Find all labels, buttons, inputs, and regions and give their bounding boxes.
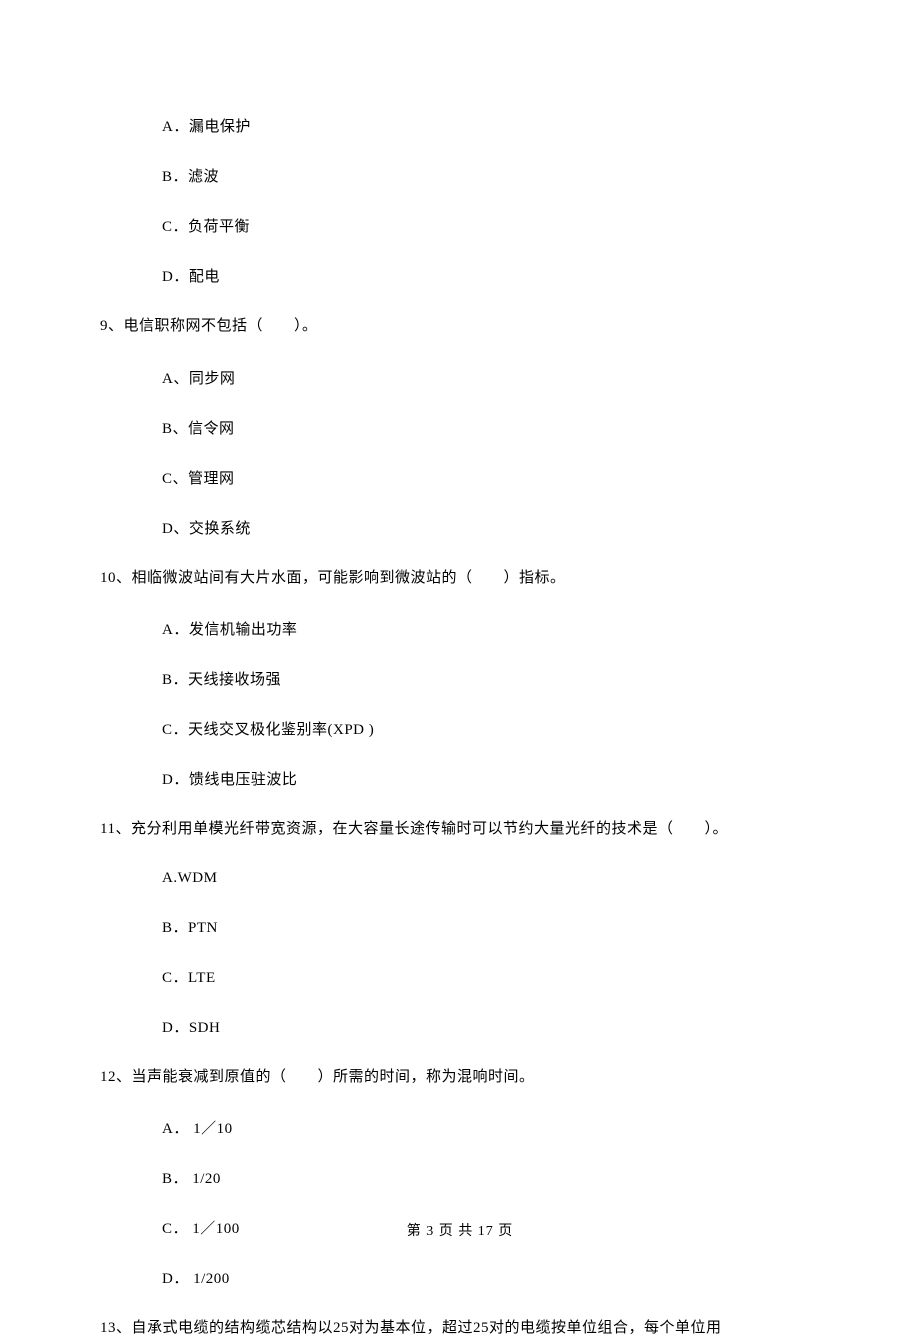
q9-text: 9、电信职称网不包括（ ）。 (100, 315, 820, 338)
q11-option-d: D．SDH (162, 1016, 820, 1037)
q10-option-c: C．天线交叉极化鉴别率(XPD ) (162, 718, 820, 739)
q10-option-a: A．发信机输出功率 (162, 618, 820, 639)
q11-option-b: B．PTN (162, 916, 820, 937)
q10-option-b: B．天线接收场强 (162, 668, 820, 689)
q9-option-a: A、同步网 (162, 367, 820, 388)
page-content: A．漏电保护 B．滤波 C．负荷平衡 D．配电 9、电信职称网不包括（ ）。 A… (0, 0, 920, 1340)
q9-option-c: C、管理网 (162, 467, 820, 488)
q8-option-a: A．漏电保护 (162, 115, 820, 136)
q11-text: 11、充分利用单模光纤带宽资源，在大容量长途传输时可以节约大量光纤的技术是（ ）… (100, 818, 820, 841)
q11-option-a: A.WDM (162, 870, 820, 887)
page-footer: 第 3 页 共 17 页 (0, 1220, 920, 1240)
q9-option-d: D、交换系统 (162, 517, 820, 538)
q12-text: 12、当声能衰减到原值的（ ）所需的时间，称为混响时间。 (100, 1066, 820, 1089)
q10-option-d: D．馈线电压驻波比 (162, 768, 820, 789)
q11-option-c: C．LTE (162, 966, 820, 987)
q12-option-d: D． 1/200 (162, 1267, 820, 1288)
q8-option-d: D．配电 (162, 265, 820, 286)
q9-option-b: B、信令网 (162, 417, 820, 438)
q13-text: 13、自承式电缆的结构缆芯结构以25对为基本位，超过25对的电缆按单位组合，每个… (100, 1317, 820, 1340)
q8-option-b: B．滤波 (162, 165, 820, 186)
q8-option-c: C．负荷平衡 (162, 215, 820, 236)
q12-option-a: A． 1／10 (162, 1117, 820, 1138)
q12-option-b: B． 1/20 (162, 1167, 820, 1188)
q10-text: 10、相临微波站间有大片水面，可能影响到微波站的（ ）指标。 (100, 567, 820, 590)
